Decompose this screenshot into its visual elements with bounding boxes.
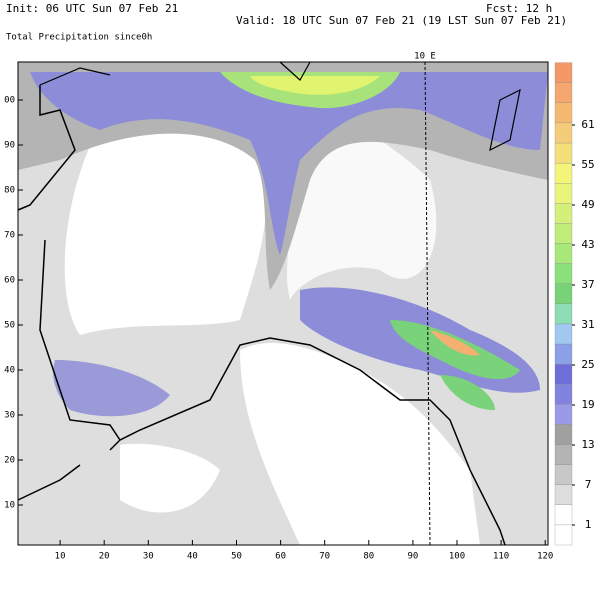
dry-area [120,443,220,513]
colorbar-band [554,203,573,224]
x-tick-label: 120 [537,552,553,562]
colorbar-label: 13 [581,438,594,451]
x-tick-label: 60 [275,552,286,562]
colorbar-band [554,263,573,284]
colorbar-band [554,142,573,164]
colorbar-label: 55 [581,158,594,171]
x-tick-label: 50 [231,552,242,562]
x-tick-label: 40 [187,552,198,562]
x-tick-label: 90 [407,552,418,562]
x-tick-label: 80 [363,552,374,562]
colorbar-label: 43 [581,238,594,251]
colorbar-band [554,243,573,264]
y-tick-label: 80 [4,186,15,196]
precip-green [440,375,495,410]
colorbar-label: 31 [581,318,594,331]
dry-area [64,118,267,335]
x-tick-label: 20 [99,552,110,562]
y-tick-label: 70 [4,231,15,241]
x-tick-label: 30 [143,552,154,562]
precip-blue [53,360,170,417]
colorbar-band [554,363,573,385]
colorbar-band [554,102,573,124]
colorbar-band [554,504,573,526]
colorbar-band [554,524,573,546]
colorbar-band [554,444,573,465]
y-tick-label: 30 [4,411,15,421]
y-tick-label: 40 [4,366,15,376]
colorbar-label: 19 [581,398,594,411]
x-tick-label: 70 [319,552,330,562]
colorbar-band [554,323,573,345]
x-tick-label: 100 [449,552,465,562]
colorbar-band [554,303,573,325]
colorbar-band [554,62,573,83]
colorbar-label: 37 [581,278,594,291]
colorbar-band [554,283,573,304]
colorbar-band [554,343,573,365]
colorbar-band [554,82,573,103]
colorbar-label: 1 [585,518,592,531]
colorbar-band [554,484,573,505]
coastline [17,85,506,546]
init-label: Init: 06 UTC Sun 07 Feb 21 [6,2,178,15]
colorbar: 1 7 13 19 25 31 37 43 49 55 61 [554,62,595,546]
precip-orange [430,330,480,356]
frame [17,61,549,546]
colorbar-label: 61 [581,118,594,131]
meridian [424,61,431,546]
map-field [17,61,549,546]
colorbar-band [554,384,573,405]
y-tick-label: 90 [4,141,15,151]
colorbar-band [554,464,573,485]
colorbar-label: 49 [581,198,594,211]
colorbar-band [554,183,573,204]
meridian-label: 10 E [414,52,436,62]
colorbar-band [554,162,573,184]
valid-label: Valid: 18 UTC Sun 07 Feb 21 (19 LST Sun … [236,14,567,27]
colorbar-band [554,223,573,244]
dry-area [240,342,480,545]
y-tick-label: 50 [4,321,15,331]
colorbar-band [554,404,573,425]
coastline [39,61,521,152]
y-tick-label: 60 [4,276,15,286]
colorbar-label: 7 [585,478,592,491]
y-tick-label: 00 [4,96,15,106]
y-tick-label: 10 [4,501,15,511]
colorbar-band [554,122,573,144]
precip-blue [30,72,548,255]
field-label: Total Precipitation since0h [6,33,152,43]
fcst-label: Fcst: 12 h [486,2,552,15]
precip-yellow [250,76,380,95]
x-tick-label: 110 [493,552,509,562]
x-tick-label: 10 [55,552,66,562]
colorbar-band [554,424,573,445]
y-tick-label: 20 [4,456,15,466]
colorbar-label: 25 [581,358,594,371]
